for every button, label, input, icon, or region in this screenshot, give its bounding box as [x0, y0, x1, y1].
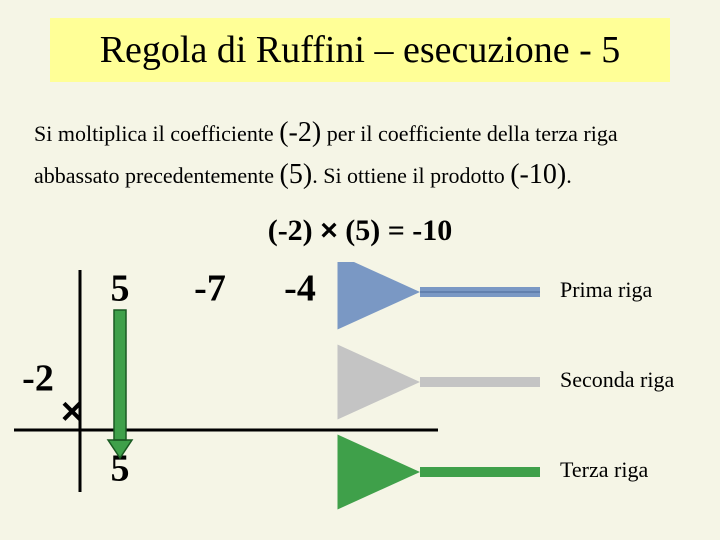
- row2-left: -2: [22, 358, 54, 400]
- row1-c0: 5: [111, 268, 130, 310]
- ruffini-diagram: 5 -7 -4 9 -2 × 5 Prima riga Seconda riga: [0, 262, 720, 540]
- desc-big2: (5): [280, 159, 313, 190]
- desc-p3: . Si ottiene il prodotto: [312, 163, 510, 188]
- label-terza: Terza riga: [560, 457, 648, 482]
- eq-lhs2: (5) =: [345, 214, 405, 247]
- label-prima: Prima riga: [560, 277, 652, 302]
- label-seconda: Seconda riga: [560, 367, 674, 392]
- title-text: Regola di Ruffini – esecuzione - 5: [100, 28, 621, 72]
- multiply-icon: ×: [61, 391, 83, 433]
- desc-p4: .: [566, 163, 572, 188]
- down-arrow: [108, 310, 132, 458]
- desc-p1: Si moltiplica il coefficiente: [34, 121, 279, 146]
- desc-big3: (-10): [510, 159, 566, 190]
- eq-rhs: -10: [405, 214, 453, 247]
- eq-lhs1: (-2): [268, 214, 313, 247]
- desc-big1: (-2): [279, 117, 321, 148]
- title-box: Regola di Ruffini – esecuzione - 5: [50, 18, 670, 82]
- row1-c1: -7: [194, 268, 226, 310]
- description: Si moltiplica il coefficiente (-2) per i…: [34, 112, 689, 196]
- row1-c3: 9: [371, 268, 390, 310]
- row1-c2: -4: [284, 268, 316, 310]
- equation: (-2) × (5) = -10: [0, 214, 720, 248]
- eq-mul: ×: [320, 214, 338, 247]
